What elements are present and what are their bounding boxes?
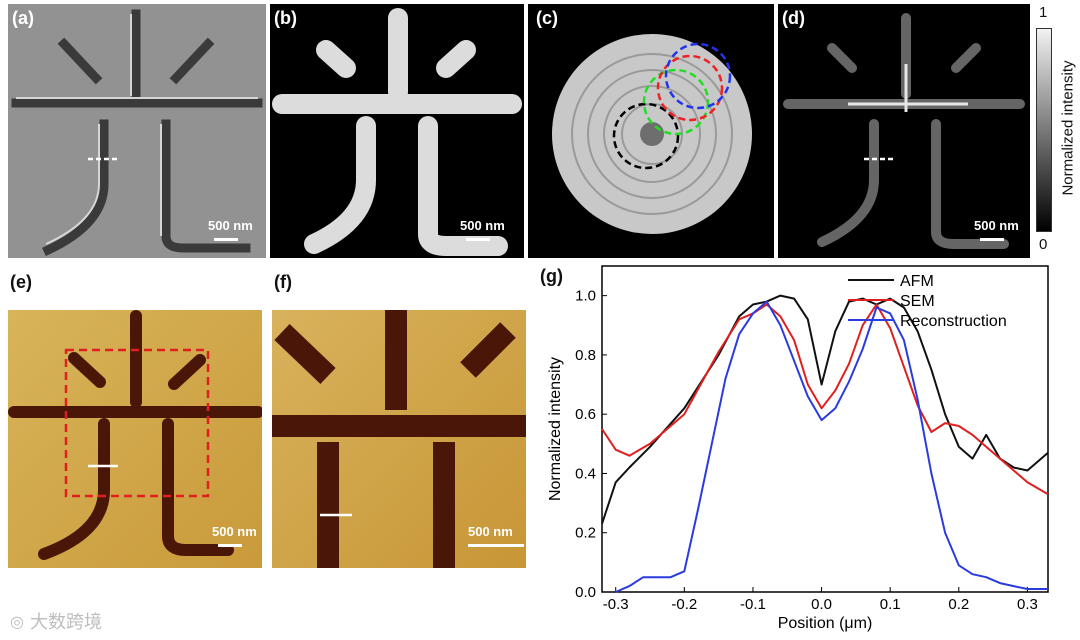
watermark-text: 大数跨境 [29,612,102,633]
reconstructed-image [272,8,522,256]
scale-bar-d [980,238,1004,241]
panel-b-reconstruction: (b) 500 nm [270,4,524,258]
colorbar-title: Normalized intensity [1059,60,1077,196]
x-tick-label: -0.3 [603,596,629,613]
y-tick-label: 1.0 [575,288,596,305]
afm-zoom-image [272,310,526,568]
panel-d-intensity-map: (d) 500 nm [778,4,1030,258]
panel-label-b: (b) [274,8,297,28]
series-line-sem [601,303,1049,496]
scale-bar-label-a: 500 nm [208,218,253,233]
x-tick-label: 0.2 [948,596,969,613]
scale-bar-label-f: 500 nm [468,524,513,539]
scale-bar-b [466,238,490,241]
chart-axes: -0.3 -0.2 -0.1 0.0 0.1 0.2 0.3 0.0 0.2 0.4 0.6 0.8 1… [547,265,1049,632]
watermark-logo-icon: ◎ [10,611,24,631]
panel-label-d: (d) [782,8,805,28]
panel-label-f: (f) [274,272,292,292]
scale-bar-label-d: 500 nm [974,218,1019,233]
sem-structure-image [8,4,266,258]
watermark: ◎ 大数跨境 [10,608,102,634]
diffraction-pattern [552,34,752,234]
colorbar-max-label: 1 [1039,4,1048,21]
panel-a-sem-image: (a) 500 nm [8,4,266,258]
series-line-reconstruction [615,300,1048,593]
scale-bar-f [468,544,524,547]
panel-c-diffraction-pattern: (c) [528,4,774,258]
panel-label-c: (c) [536,8,558,28]
legend-label-sem: SEM [900,293,935,310]
scale-bar-label-e: 500 nm [212,524,257,539]
afm-topography-image [8,310,262,568]
chart-series-group [601,294,1049,593]
legend-label-reconstruction: Reconstruction [900,313,1007,330]
x-tick-label: -0.1 [740,596,766,613]
panel-label-a: (a) [12,8,34,28]
x-tick-label: -0.2 [671,596,697,613]
panel-label-e-outer: (e) [10,272,32,292]
x-tick-label: 0.3 [1017,596,1038,613]
x-axis-label: Position (μm) [778,615,873,632]
panel-label-g: (g) [540,266,563,286]
x-tick-label: 0.0 [811,596,832,613]
line-profile-chart: -0.3 -0.2 -0.1 0.0 0.1 0.2 0.3 0.0 0.2 0.4 0.6 0.8 1… [547,265,1049,632]
y-tick-label: 0.2 [575,525,596,542]
y-tick-label: 0.0 [575,584,596,601]
legend-label-afm: AFM [900,273,934,290]
y-tick-label: 0.6 [575,406,596,423]
panel-f-afm-zoom: 500 nm [272,310,526,568]
y-tick-label: 0.8 [575,347,596,364]
colorbar-min-label: 0 [1039,236,1048,253]
x-tick-label: 0.1 [880,596,901,613]
panel-e-afm-image: (e) 500 nm [8,310,262,568]
colorbar [1036,28,1052,232]
scale-bar-a [214,238,238,241]
y-axis-label: Normalized intensity [547,357,564,501]
y-tick-label: 0.4 [575,465,596,482]
scale-bar-label-b: 500 nm [460,218,505,233]
scale-bar-e [218,544,242,547]
chart-legend: AFM SEM Reconstruction [848,273,1007,330]
intensity-map [783,13,1025,249]
